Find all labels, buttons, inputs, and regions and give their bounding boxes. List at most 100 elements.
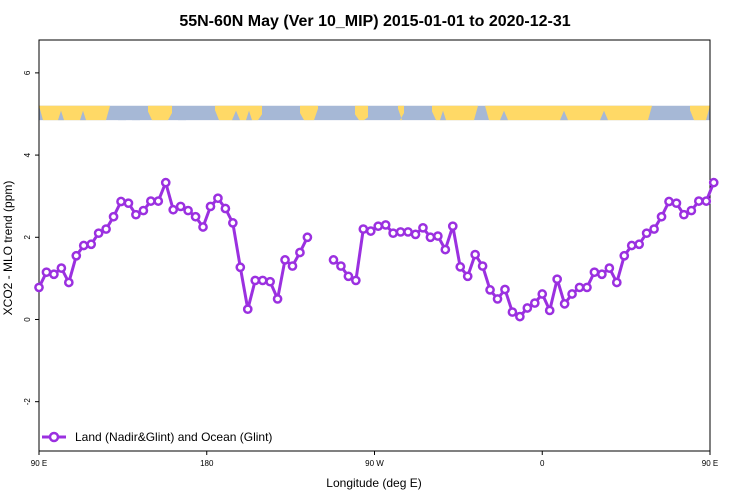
data-point [373,221,384,232]
x-tick-label: 90 E [702,459,718,468]
data-point [34,282,44,293]
data-point [522,303,533,313]
data-point [280,255,290,265]
data-point [485,285,495,295]
y-tick-label: 0 [23,317,32,322]
strip-ocean-inlet [440,110,446,121]
data-point [71,250,82,261]
data-point [153,196,164,206]
data-point [679,209,689,220]
data-point [403,227,413,237]
data-point [656,211,667,222]
data-point [123,198,134,209]
data-point [611,277,622,288]
data-point [205,201,216,212]
data-point [626,240,637,251]
data-point [63,277,74,288]
strip-ocean-inlet [178,110,186,121]
data-point [515,311,525,322]
data-point [287,261,298,271]
data-point [559,299,570,309]
data-point [295,247,305,258]
data-point [619,250,630,261]
data-point [477,261,488,271]
data-point [302,232,313,243]
y-axis: -2 0 2 4 6 [23,70,39,405]
data-point [664,196,674,207]
data-point [101,224,111,234]
data-point [418,222,428,233]
strip-land-segment [148,105,172,121]
strip-ocean-inlet [500,110,508,121]
data-point [388,228,398,239]
data-point [455,262,466,272]
strip-land-segment [398,105,404,121]
plot-frame [38,39,711,452]
x-axis: 90 E 180 90 W 0 90 E [31,451,718,468]
data-point [272,294,283,304]
strip-land-segment [690,105,710,121]
data-point [351,275,361,286]
data-point [544,305,555,316]
data-point [235,262,246,273]
x-tick-label: 180 [200,459,214,468]
data-point [701,196,712,206]
data-point [604,263,615,273]
data-point [552,274,563,285]
data-point [425,232,436,243]
strip-land-segment [355,105,368,121]
data-point [365,226,376,236]
legend-label: Land (Nadir&Glint) and Ocean (Glint) [75,430,272,444]
data-point [708,177,719,188]
data-point [380,220,391,230]
data-point [160,177,171,188]
strip-ocean-inlet [600,110,608,121]
data-point [641,228,652,239]
data-point [227,218,238,228]
strip-ocean-inlet [132,110,140,121]
legend: Land (Nadir&Glint) and Ocean (Glint) [42,430,272,444]
strip-ocean-inlet [560,110,568,121]
strip-ocean-inlet [80,110,86,121]
data-point [336,261,346,271]
data-point [447,221,458,232]
data-point [507,307,518,317]
data-point [41,267,52,278]
x-tick-label: 90 W [365,459,384,468]
chart-title: 55N-60N May (Ver 10_MIP) 2015-01-01 to 2… [179,13,570,30]
data-point [190,211,201,222]
data-point [574,282,585,293]
data-point [470,249,480,260]
legend-marker-swatch [48,431,60,443]
data-point [589,267,600,278]
data-point [108,211,119,222]
data-point [220,203,231,214]
y-tick-label: -2 [23,398,32,406]
data-point [198,222,208,232]
y-tick-label: 2 [23,235,32,240]
data-point [462,271,473,282]
data-point [257,275,268,286]
data-point [213,193,223,204]
land-ocean-strip [39,105,710,121]
series-layer [34,177,719,322]
data-point [265,276,275,287]
strip-land-segment [485,105,652,121]
series-line [332,182,716,319]
data-point [131,209,141,220]
strip-land-segment [432,105,478,121]
data-point [116,196,126,207]
data-point [529,298,540,308]
data-point [138,205,149,216]
data-point [343,271,354,282]
data-point [145,196,156,206]
x-tick-label: 0 [540,459,545,468]
data-point [250,275,261,286]
data-point [492,294,503,304]
x-tick-label: 90 E [31,459,47,468]
data-point [649,224,659,234]
data-point [56,263,67,273]
y-tick-label: 6 [23,70,32,75]
data-point [183,205,193,216]
